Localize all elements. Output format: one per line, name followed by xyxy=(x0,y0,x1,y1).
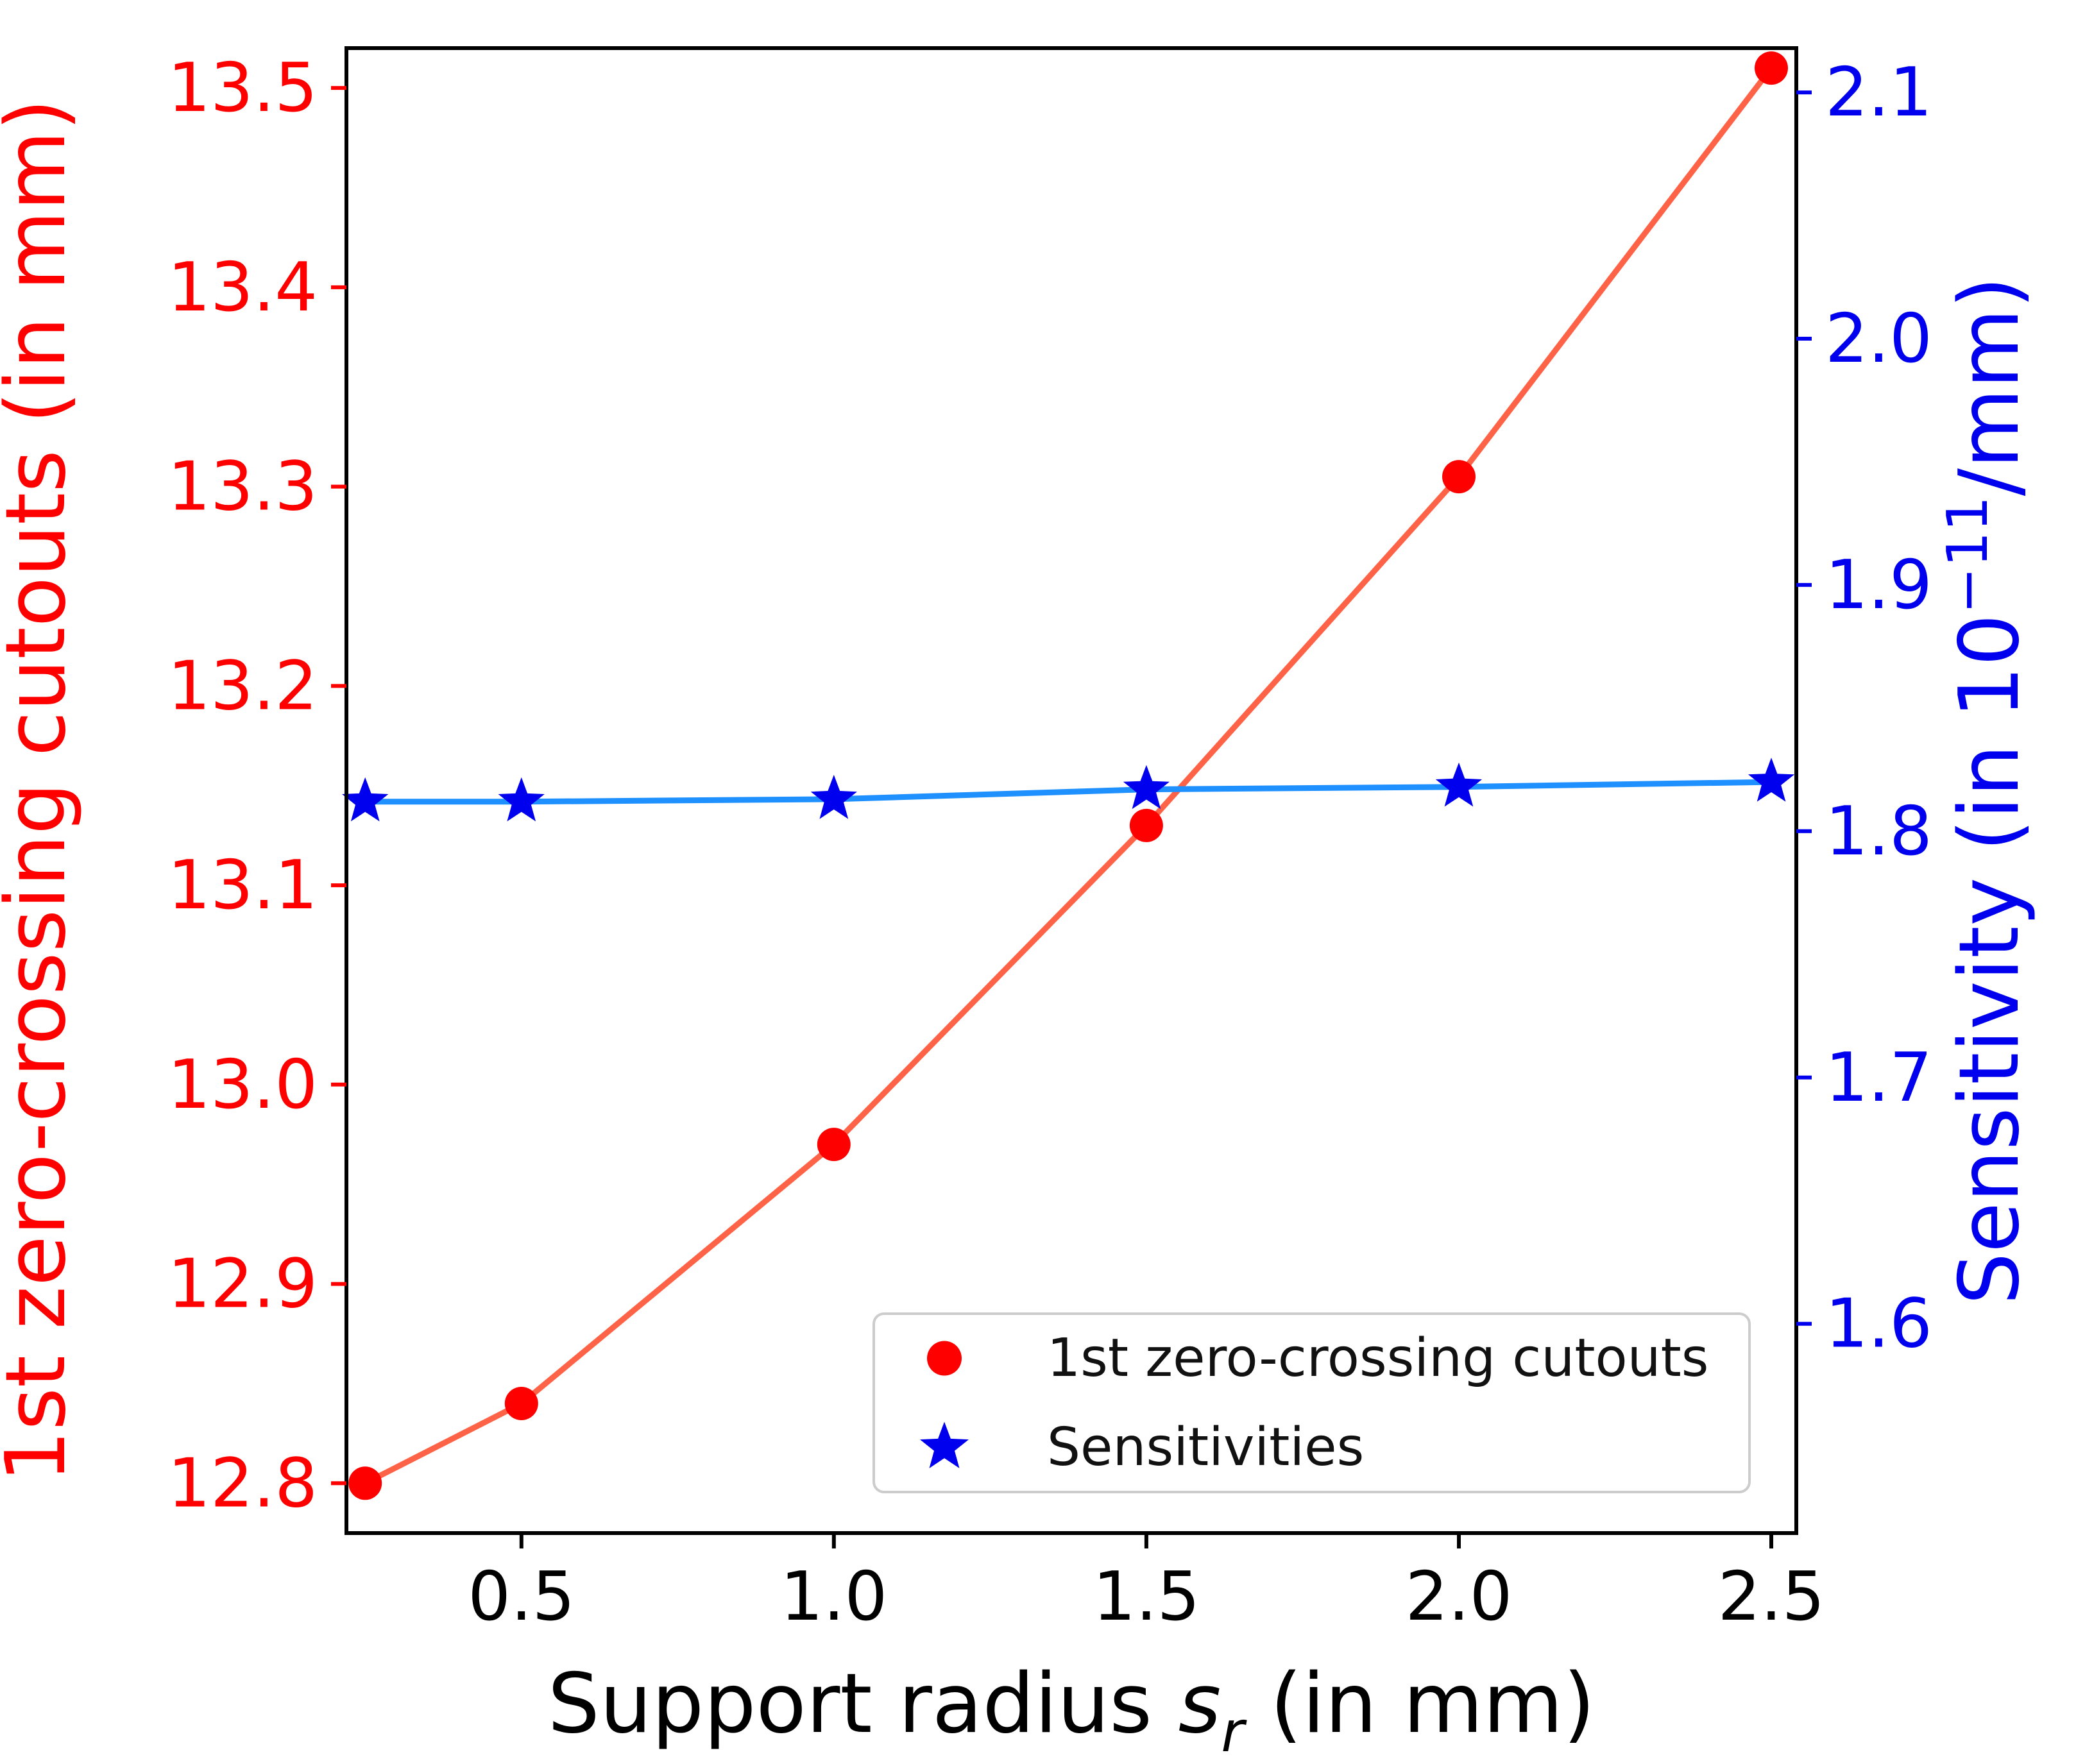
y-right-tick-label: 1.7 xyxy=(1825,1039,1932,1117)
y-left-tick-label: 13.3 xyxy=(167,448,318,526)
series-marker-star xyxy=(1748,758,1795,802)
series-marker-circle xyxy=(817,1128,851,1162)
y-left-tick-label: 13.4 xyxy=(167,248,318,327)
series-marker-star xyxy=(1435,762,1483,807)
series-marker-circle xyxy=(1442,460,1476,494)
legend-label: 1st zero-crossing cutouts xyxy=(1047,1328,1709,1389)
series-marker-star xyxy=(1123,765,1170,810)
y-left-tick-label: 12.9 xyxy=(167,1245,318,1323)
legend-label: Sensitivities xyxy=(1047,1417,1364,1478)
series-marker-circle xyxy=(348,1466,382,1500)
series-marker-circle xyxy=(1129,808,1163,842)
y-right-tick-label: 1.8 xyxy=(1825,792,1932,870)
legend-marker-circle xyxy=(927,1341,962,1376)
x-axis-label: Support radius sr (in mm) xyxy=(548,1656,1596,1764)
y-left-tick-label: 13.1 xyxy=(167,846,318,924)
series-marker-star xyxy=(810,774,857,819)
y-left-axis-label: 1st zero-crossing cutouts (in mm) xyxy=(0,99,84,1482)
y-left-tick-label: 13.2 xyxy=(167,647,318,725)
legend: 1st zero-crossing cutouts Sensitivities xyxy=(872,1312,1751,1493)
legend-box xyxy=(872,1312,1751,1493)
x-tick-label: 2.5 xyxy=(1718,1557,1825,1636)
series-line xyxy=(362,65,1774,1486)
x-tick-label: 2.0 xyxy=(1406,1557,1513,1636)
y-left-tick-label: 13.0 xyxy=(167,1046,318,1124)
series-marker-circle xyxy=(1755,51,1788,85)
y-right-tick-label: 1.6 xyxy=(1825,1285,1932,1363)
plot-frame xyxy=(345,46,1798,1535)
series-marker-circle xyxy=(504,1387,538,1420)
x-tick-label: 1.5 xyxy=(1093,1557,1200,1636)
series-line xyxy=(362,779,1774,805)
y-right-axis-label: Sensitivity (in 10−11/mm) xyxy=(1935,276,2038,1305)
y-right-tick-label: 2.0 xyxy=(1825,300,1932,378)
y-right-tick-label: 2.1 xyxy=(1825,53,1932,131)
series-marker-star xyxy=(498,777,545,822)
legend-marker-star xyxy=(920,1421,969,1468)
series-marker-star xyxy=(342,777,389,822)
y-right-tick-label: 1.9 xyxy=(1825,546,1932,624)
y-left-tick-label: 13.5 xyxy=(167,49,318,127)
y-left-tick-label: 12.8 xyxy=(167,1444,318,1522)
x-tick-label: 1.0 xyxy=(780,1557,887,1636)
x-tick-label: 0.5 xyxy=(468,1557,575,1636)
